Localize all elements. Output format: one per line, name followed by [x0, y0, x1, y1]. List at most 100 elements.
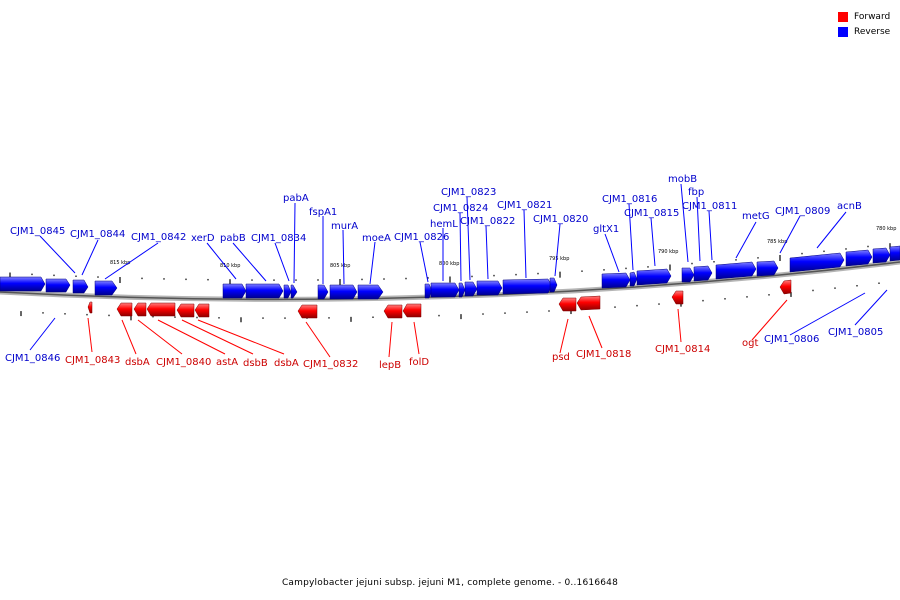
reverse-gene-labels: CJM1_0845 CJM1_0844 CJM1_0842 xerD pabB …: [5, 174, 883, 364]
gene-arrow-reverse: [45, 278, 71, 293]
gene-arrow-forward: [194, 303, 210, 318]
gene-arrow-reverse: [458, 282, 466, 298]
gene-label: dsbA: [125, 357, 150, 368]
gene-label: CJM1_0809: [775, 206, 830, 217]
legend-item-reverse: Reverse: [838, 24, 890, 39]
gene-label: CJM1_0846: [5, 353, 60, 364]
gene-arrow-reverse: [94, 280, 118, 296]
gene-label: CJM1_0824: [433, 203, 488, 214]
gene-label: CJM1_0826: [394, 232, 449, 243]
scale-label: 800 kbp: [439, 261, 459, 267]
gene-arrow-forward: [402, 303, 422, 318]
gene-arrow-forward: [383, 304, 403, 319]
gene-label: fspA1: [309, 207, 337, 218]
gene-arrow-reverse: [693, 265, 713, 282]
legend-item-forward: Forward: [838, 9, 890, 24]
gene-label: CJM1_0842: [131, 232, 186, 243]
gene-arrow-reverse: [0, 276, 46, 292]
genome-title: Campylobacter jejuni subsp. jejuni M1, c…: [281, 578, 619, 588]
gene-label: psd: [552, 352, 570, 363]
forward-swatch: [838, 11, 848, 22]
gene-arrow-reverse: [222, 283, 247, 299]
forward-leader-lines: [87, 299, 788, 358]
gene-label: fbp: [688, 187, 704, 198]
gene-arrow-forward: [297, 304, 318, 319]
gene-arrow-reverse: [845, 249, 873, 267]
scale-label: 810 kbp: [220, 263, 240, 269]
scale-label: 795 kbp: [549, 256, 569, 262]
scale-label: 785 kbp: [767, 239, 787, 245]
gene-label: acnB: [837, 201, 862, 212]
gene-label: CJM1_0822: [460, 216, 515, 227]
gene-arrow-reverse: [464, 281, 478, 297]
gene-label: murA: [331, 221, 358, 232]
gene-arrow-forward: [671, 290, 684, 305]
gene-label: CJM1_0832: [303, 359, 358, 370]
gene-label: CJM1_0844: [70, 229, 125, 240]
gene-label: CJM1_0805: [828, 327, 883, 338]
gene-label: CJM1_0818: [576, 349, 631, 360]
gene-label: moeA: [362, 233, 391, 244]
gene-arrow-reverse: [72, 279, 89, 294]
gene-arrow-reverse: [430, 282, 460, 298]
gene-arrow-reverse: [245, 283, 284, 299]
gene-arrow-reverse: [283, 284, 292, 299]
gene-arrow-reverse: [601, 272, 631, 289]
gene-arrow-reverse: [872, 247, 891, 264]
gene-arrow-forward: [146, 302, 176, 317]
gene-arrow-forward: [576, 295, 601, 311]
gene-arrow-reverse: [317, 284, 329, 300]
gene-arrow-reverse: [357, 284, 384, 300]
gene-arrow-forward: [558, 297, 577, 312]
scale-label: 790 kbp: [658, 249, 678, 255]
gene-label: mobB: [668, 174, 697, 185]
reverse-genes: [0, 245, 900, 300]
scale-label: 780 kbp: [876, 226, 896, 232]
reverse-swatch: [838, 26, 848, 37]
gene-arrow-reverse: [290, 284, 298, 299]
gene-arrow-reverse: [329, 284, 358, 300]
gene-arrow-forward: [176, 303, 195, 318]
gene-label: gltX1: [593, 224, 619, 235]
gene-arrow-reverse: [476, 280, 503, 296]
gene-arrow-reverse: [424, 283, 433, 299]
gene-label: hemL: [430, 219, 458, 230]
gene-label: CJM1_0814: [655, 344, 710, 355]
gene-label: metG: [742, 211, 770, 222]
gene-label: dsbA: [274, 358, 299, 369]
gene-label: CJM1_0840: [156, 357, 211, 368]
gene-arrow-reverse: [889, 245, 900, 262]
forward-genes: [87, 279, 792, 319]
gene-label: pabA: [283, 193, 309, 204]
legend-label-forward: Forward: [854, 11, 891, 22]
gene-label: CJM1_0820: [533, 214, 588, 225]
gene-arrow-reverse: [629, 271, 638, 287]
gene-label: lepB: [379, 360, 401, 371]
gene-label: CJM1_0815: [624, 208, 679, 219]
gene-label: CJM1_0843: [65, 355, 120, 366]
gene-arrow-reverse: [789, 252, 845, 273]
gene-label: CJM1_0823: [441, 187, 496, 198]
gene-arrow-reverse: [756, 260, 779, 277]
scale-label: 815 kbp: [110, 260, 130, 266]
gene-arrow-reverse: [549, 277, 558, 293]
gene-arrow-forward: [87, 301, 93, 314]
gene-label: ogt: [742, 338, 758, 349]
gene-arrow-forward: [133, 302, 147, 317]
reverse-leader-lines: [29, 183, 888, 351]
gene-label: CJM1_0816: [602, 194, 657, 205]
gene-label: xerD: [191, 233, 215, 244]
scale-label: 805 kbp: [330, 263, 350, 269]
gene-label: CJM1_0806: [764, 334, 819, 345]
gene-arrow-reverse: [502, 278, 553, 295]
gene-label: CJM1_0821: [497, 200, 552, 211]
gene-arrow-reverse: [636, 268, 672, 286]
scale-labels: 815 kbp 810 kbp 805 kbp 800 kbp 795 kbp …: [110, 226, 896, 269]
gene-arrow-reverse: [715, 261, 757, 280]
gene-arrow-forward: [116, 302, 133, 317]
gene-label: dsbB: [243, 358, 268, 369]
forward-gene-labels: CJM1_0843 dsbA CJM1_0840 astA dsbB dsbA …: [65, 338, 758, 371]
gene-label: CJM1_0811: [682, 201, 737, 212]
gene-label: pabB: [220, 233, 246, 244]
gene-label: astA: [216, 357, 238, 368]
